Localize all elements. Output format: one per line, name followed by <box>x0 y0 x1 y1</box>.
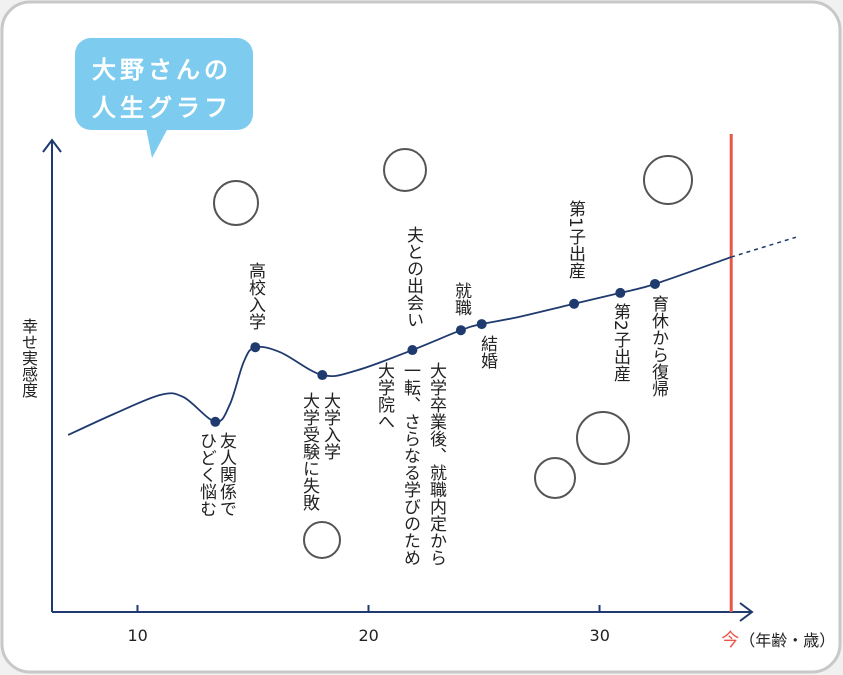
x-tick-label: 30 <box>590 626 610 645</box>
chart-title: 大野さんの <box>92 50 232 85</box>
x-axis-label: （年齢・歳） <box>739 627 835 651</box>
event-dot <box>650 279 660 289</box>
event-label: 大学受験に失敗 <box>299 392 319 511</box>
event-dot <box>250 342 260 352</box>
event-label: 一転、さらなる学びのため <box>400 362 420 566</box>
page: 大野さんの人生グラフ幸せ実感度 10 20 30 今（年齢・歳） 友人関係でひどく悩む 高校… <box>0 0 843 675</box>
event-label: 就職 <box>451 282 471 316</box>
event-label: 結婚 <box>477 335 497 369</box>
x-tick-label: 10 <box>127 626 147 645</box>
event-dot <box>615 288 625 298</box>
event-label: 大学卒業後、就職内定から <box>426 362 446 566</box>
event-label: 第1子出産 <box>565 200 585 279</box>
event-label: 高校入学 <box>245 262 265 330</box>
event-label: 大学院へ <box>374 362 394 430</box>
event-dot <box>407 345 417 355</box>
event-label: 第2子出産 <box>610 303 630 382</box>
event-label: 育休から復帰 <box>648 295 668 397</box>
y-axis-label: 幸せ実感度 <box>18 318 38 398</box>
event-dot <box>210 417 220 427</box>
event-label: 大学入学 <box>320 392 340 460</box>
now-label: 今 <box>721 626 739 652</box>
x-tick-label: 20 <box>359 626 379 645</box>
event-label: 夫との出会い <box>403 226 423 328</box>
event-label: ひどく悩む <box>196 432 216 517</box>
event-dot <box>317 370 327 380</box>
chart-title: 人生グラフ <box>92 88 232 123</box>
event-dot <box>456 325 466 335</box>
event-dot <box>569 299 579 309</box>
event-dot <box>477 319 487 329</box>
event-label: 友人関係で <box>216 432 236 517</box>
